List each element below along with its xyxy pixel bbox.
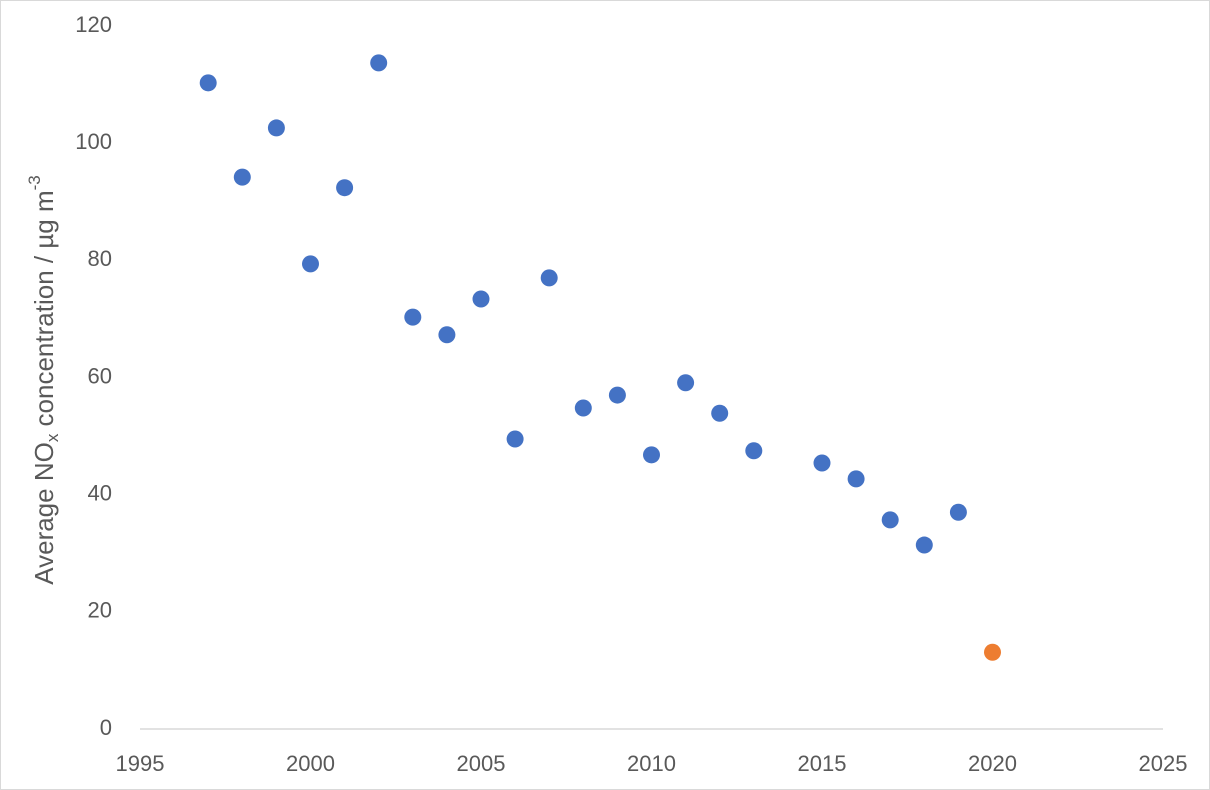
- point: [267, 119, 285, 137]
- y-tick-label: 100: [75, 129, 112, 154]
- point: [506, 430, 524, 448]
- point: [745, 442, 763, 460]
- y-label-part: concentration / µg m: [29, 190, 59, 433]
- point: [199, 74, 217, 92]
- x-tick-label: 2015: [798, 751, 847, 776]
- point: [949, 503, 967, 521]
- x-tick-label: 2020: [968, 751, 1017, 776]
- y-tick-label: 60: [88, 363, 112, 388]
- point: [574, 399, 592, 417]
- x-tick-label: 2025: [1139, 751, 1188, 776]
- point: [404, 308, 422, 326]
- y-tick-label: 120: [75, 12, 112, 37]
- point: [643, 446, 660, 464]
- point: [233, 168, 251, 186]
- point: [915, 536, 933, 554]
- y-tick-label: 80: [88, 246, 112, 271]
- y-label-sup: -3: [25, 175, 44, 190]
- point: [711, 404, 729, 422]
- y-tick-label: 40: [88, 480, 112, 505]
- point: [984, 643, 1001, 661]
- point: [677, 374, 695, 392]
- x-tick-label: 1995: [116, 751, 165, 776]
- point: [540, 269, 558, 287]
- point: [336, 179, 354, 197]
- point: [302, 255, 319, 273]
- y-tick-label: 20: [88, 598, 112, 623]
- point: [608, 386, 626, 404]
- x-tick-label: 2000: [286, 751, 335, 776]
- point: [472, 290, 490, 308]
- x-tick-label: 2005: [457, 751, 506, 776]
- y-label-part: Average NO: [29, 442, 59, 585]
- point: [813, 454, 831, 472]
- point: [847, 470, 865, 488]
- y-axis-label: Average NOx concentration / µg m-3: [25, 175, 62, 585]
- y-tick-label: 0: [100, 715, 112, 740]
- point: [881, 511, 899, 529]
- y-label-sub: x: [43, 433, 62, 442]
- x-tick-label: 2010: [627, 751, 676, 776]
- point: [438, 326, 456, 344]
- point: [370, 54, 388, 72]
